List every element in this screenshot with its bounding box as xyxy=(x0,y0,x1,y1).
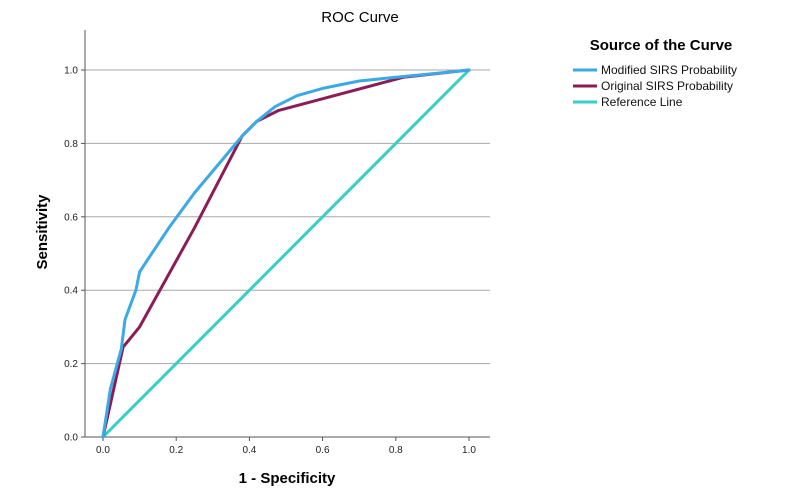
x-tick-label-3: 0.6 xyxy=(316,445,330,456)
series-line-modified-sirs-probability xyxy=(101,68,471,439)
legend: Source of the Curve Modified SIRS Probab… xyxy=(573,37,737,109)
axes-layer: 0.0 0.2 0.4 0.6 0.8 1.0 0.0 0.2 0.4 0.6 0.8 1.0 xyxy=(64,30,490,456)
y-axis-title: Sensitivity xyxy=(34,194,51,270)
y-tick-label-4: 0.8 xyxy=(64,139,78,150)
x-axis-title: 1 - Specificity xyxy=(239,470,336,487)
y-tick-label-5: 1.0 xyxy=(64,66,78,77)
legend-label-1: Original SIRS Probability xyxy=(601,79,733,93)
y-tick-label-0: 0.0 xyxy=(64,433,78,444)
x-tick-label-1: 0.2 xyxy=(169,445,183,456)
x-tick-label-2: 0.4 xyxy=(242,445,256,456)
series-layer xyxy=(101,68,471,439)
x-tick-label-0: 0.0 xyxy=(96,445,110,456)
x-tick-label-5: 1.0 xyxy=(462,445,476,456)
y-tick-label-3: 0.6 xyxy=(64,212,78,223)
legend-title: Source of the Curve xyxy=(590,37,733,54)
grid-layer xyxy=(85,69,490,365)
legend-label-2: Reference Line xyxy=(601,95,683,109)
x-tick-label-4: 0.8 xyxy=(389,445,403,456)
y-tick-label-1: 0.2 xyxy=(64,359,78,370)
series-line-reference-line xyxy=(101,68,471,439)
chart-title: ROC Curve xyxy=(321,9,399,26)
legend-label-0: Modified SIRS Probability xyxy=(601,63,737,77)
y-tick-label-2: 0.4 xyxy=(64,286,78,297)
